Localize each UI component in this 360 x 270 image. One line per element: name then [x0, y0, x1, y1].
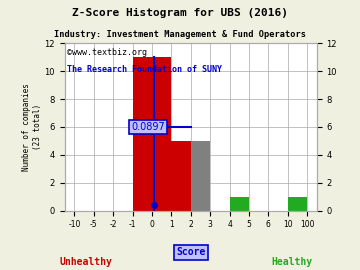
- Bar: [230, 197, 249, 211]
- Text: Industry: Investment Management & Fund Operators: Industry: Investment Management & Fund O…: [54, 30, 306, 39]
- Text: Unhealthy: Unhealthy: [60, 258, 113, 268]
- Text: The Research Foundation of SUNY: The Research Foundation of SUNY: [67, 65, 222, 74]
- Bar: [288, 197, 307, 211]
- Bar: [171, 141, 191, 211]
- Bar: [191, 141, 210, 211]
- Text: 0.0897: 0.0897: [131, 122, 165, 132]
- Text: ©www.textbiz.org: ©www.textbiz.org: [67, 48, 147, 57]
- Text: Healthy: Healthy: [271, 258, 312, 268]
- Text: Z-Score Histogram for UBS (2016): Z-Score Histogram for UBS (2016): [72, 8, 288, 18]
- Text: Score: Score: [176, 247, 206, 257]
- Bar: [132, 57, 171, 211]
- Y-axis label: Number of companies
(23 total): Number of companies (23 total): [22, 83, 42, 171]
